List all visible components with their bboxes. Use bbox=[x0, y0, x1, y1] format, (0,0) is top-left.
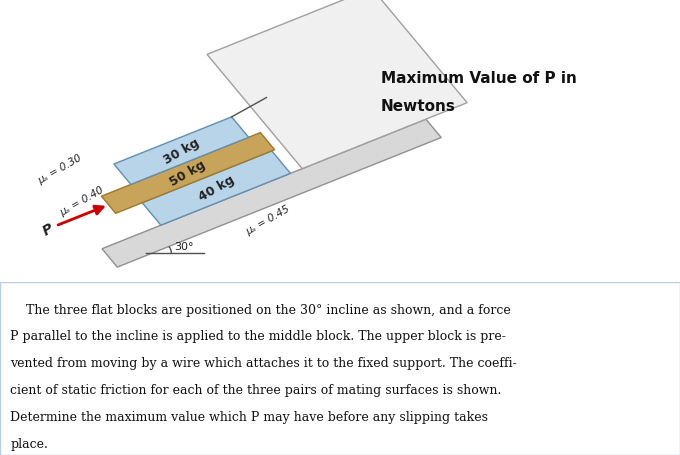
Text: vented from moving by a wire which attaches it to the fixed support. The coeffi-: vented from moving by a wire which attac… bbox=[10, 356, 517, 369]
Text: P parallel to the incline is applied to the middle block. The upper block is pre: P parallel to the incline is applied to … bbox=[10, 329, 506, 343]
Polygon shape bbox=[102, 120, 441, 268]
Text: Maximum Value of P in: Maximum Value of P in bbox=[381, 71, 577, 86]
Text: Newtons: Newtons bbox=[381, 99, 456, 114]
Polygon shape bbox=[207, 0, 467, 169]
Text: μₛ = 0.40: μₛ = 0.40 bbox=[58, 185, 106, 218]
Text: cient of static friction for each of the three pairs of mating surfaces is shown: cient of static friction for each of the… bbox=[10, 383, 502, 396]
Text: place.: place. bbox=[10, 437, 48, 450]
Text: Determine the maximum value which P may have before any slipping takes: Determine the maximum value which P may … bbox=[10, 410, 488, 423]
Text: μₛ = 0.30: μₛ = 0.30 bbox=[36, 152, 83, 186]
Text: μₛ = 0.45: μₛ = 0.45 bbox=[243, 203, 291, 236]
Text: The three flat blocks are positioned on the 30° incline as shown, and a force: The three flat blocks are positioned on … bbox=[10, 303, 511, 316]
Polygon shape bbox=[101, 133, 275, 214]
Polygon shape bbox=[114, 118, 249, 185]
Text: P: P bbox=[41, 221, 56, 238]
Text: 50 kg: 50 kg bbox=[168, 158, 208, 189]
Text: 30°: 30° bbox=[174, 241, 194, 251]
Text: 40 kg: 40 kg bbox=[197, 173, 237, 204]
Text: 30 kg: 30 kg bbox=[161, 136, 201, 167]
Polygon shape bbox=[142, 152, 290, 226]
